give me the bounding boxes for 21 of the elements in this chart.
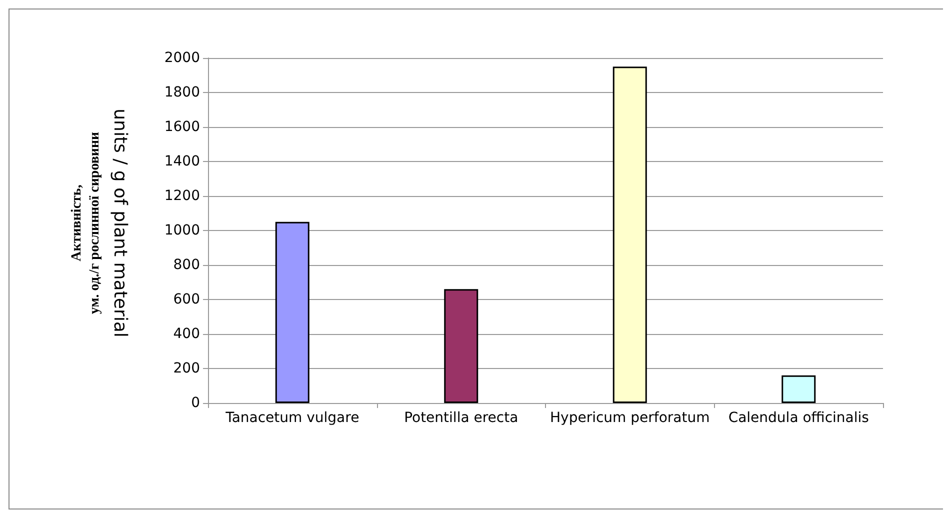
y-tick-label: 1000 — [164, 222, 200, 238]
bar — [444, 289, 478, 403]
y-tick-label: 1600 — [164, 119, 200, 135]
text: units / g of plant material — [110, 108, 130, 338]
y-tick-label: 1800 — [164, 84, 200, 100]
bar — [275, 222, 310, 403]
x-tick-label: Potentilla erecta — [404, 410, 518, 426]
y-tick-label: 800 — [173, 257, 200, 273]
y-tick-label: 600 — [173, 292, 200, 308]
y-tick-label: 0 — [191, 395, 200, 411]
y-tick-label: 200 — [173, 360, 200, 376]
bar — [612, 66, 647, 403]
x-tick-label: Hypericum perforatum — [550, 410, 710, 426]
y-tick-label: 2000 — [164, 50, 200, 66]
y-tick-label: 1200 — [164, 188, 200, 204]
y-tick-label: 1400 — [164, 154, 200, 170]
y-axis-title: Активність, ум. од./г рослинної сировини — [70, 132, 102, 314]
y-tick-label: 400 — [173, 326, 200, 342]
x-tick-label: Calendula officinalis — [728, 410, 869, 426]
bar — [782, 375, 816, 403]
x-tick-label: Tanacetum vulgare — [224, 410, 360, 426]
